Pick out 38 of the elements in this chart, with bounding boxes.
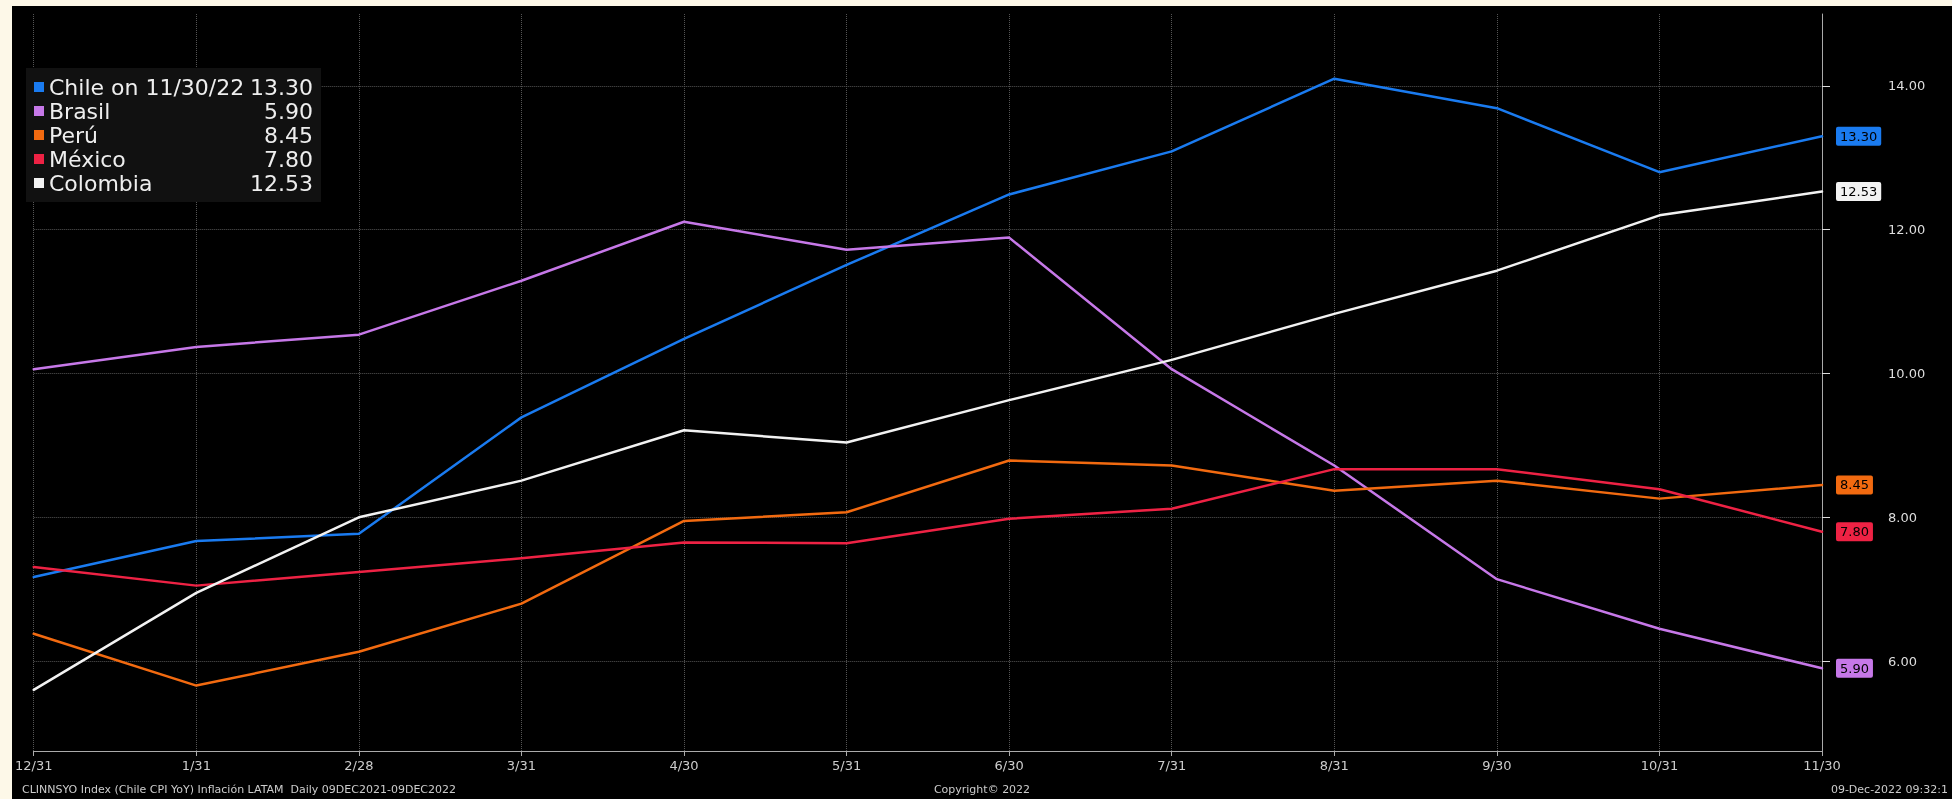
- text: Copyright© 2022: [933, 783, 1031, 796]
- text: 8.45: [264, 122, 313, 148]
- y-tick-label: 12.00: [1888, 222, 1926, 238]
- x-tick-label: 10/31: [1640, 758, 1679, 773]
- legend-label: Colombia: [49, 170, 153, 196]
- x-tick-label: 3/31: [506, 758, 537, 773]
- legend-label: México: [49, 146, 126, 172]
- x-tick-label: 9/30: [1482, 758, 1512, 773]
- text: 09-Dec-2022 09:32:1: [1830, 783, 1949, 796]
- text: 5.90: [264, 98, 313, 124]
- data-label: 8.45: [1840, 477, 1869, 493]
- text: CLINNSYO Index (Chile CPI YoY) Inflación LATAM Daily 09DEC2021-09DEC2022: [22, 783, 457, 796]
- data-label: 5.90: [1840, 660, 1869, 676]
- x-tick-label: 8/31: [1319, 758, 1349, 773]
- line-series: [32, 467, 1824, 587]
- x-tick-label: 2/28: [344, 758, 374, 773]
- legend-label: Perú: [49, 122, 99, 148]
- text: 7.80: [264, 146, 313, 172]
- text: 13.30: [250, 74, 313, 100]
- text: 12.53: [250, 170, 313, 196]
- x-tick-label: 11/30: [1803, 758, 1841, 773]
- line-series: [32, 459, 1824, 687]
- line-series: [32, 77, 1824, 579]
- legend-label: Chile on 11/30/22: [49, 74, 245, 100]
- data-label: 13.30: [1840, 128, 1878, 144]
- x-tick-label: 7/31: [1157, 758, 1187, 773]
- x-tick-label: 5/31: [831, 758, 862, 773]
- data-label: 12.53: [1840, 184, 1878, 200]
- y-tick-label: 8.00: [1888, 509, 1917, 525]
- y-tick-label: 10.00: [1888, 366, 1926, 382]
- x-tick-label: 1/31: [181, 758, 211, 773]
- legend-label: Brasil: [49, 98, 111, 124]
- x-tick-label: 12/31: [15, 758, 53, 773]
- y-tick-label: 6.00: [1888, 653, 1917, 669]
- x-tick-label: 6/30: [994, 758, 1024, 773]
- x-tick-label: 4/30: [669, 758, 699, 773]
- y-tick-label: 14.00: [1888, 78, 1926, 94]
- data-label: 7.80: [1840, 524, 1869, 540]
